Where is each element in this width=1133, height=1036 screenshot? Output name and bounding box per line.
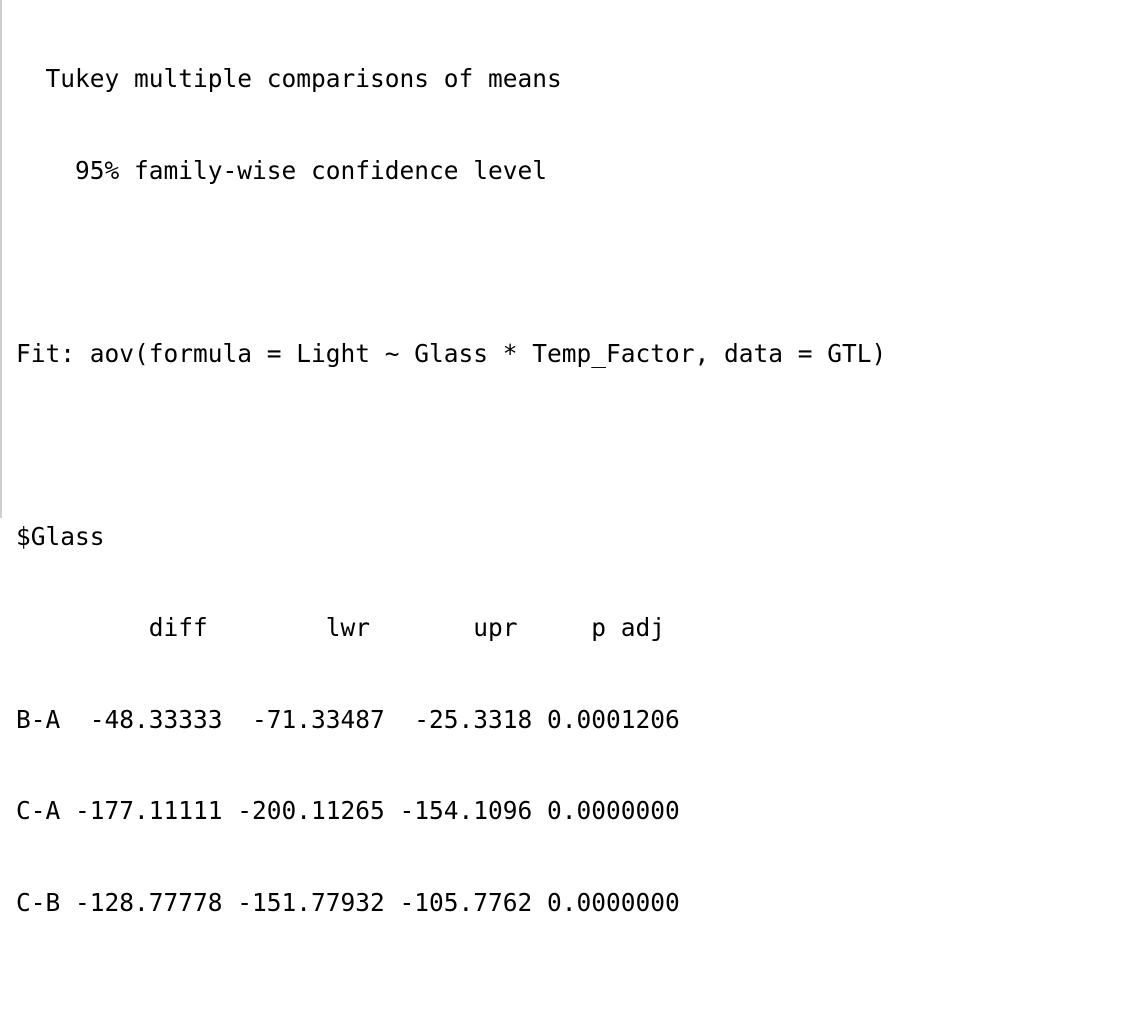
output-confidence-line: 95% family-wise confidence level [16,155,548,185]
console-output-panel: Tukey multiple comparisons of means 95% … [0,0,887,917]
glass-table-header: diff lwr upr p adj [16,613,666,642]
output-blank-line [16,247,1133,278]
glass-table-row: B-A -48.33333 -71.33487 -25.3318 0.00012… [16,704,680,734]
output-fit-line: Fit: aov(formula = Light ~ Glass * Temp_… [16,338,887,368]
glass-section-header: $Glass [16,521,105,551]
glass-table-row: C-A -177.11111 -200.11265 -154.1096 0.00… [16,796,680,825]
output-blank-line [16,430,1133,461]
output-title-line: Tukey multiple comparisons of means [16,64,562,93]
output-blank-line [16,979,1133,1010]
glass-table-row: C-B -128.77778 -151.77932 -105.7762 0.00… [16,887,680,917]
